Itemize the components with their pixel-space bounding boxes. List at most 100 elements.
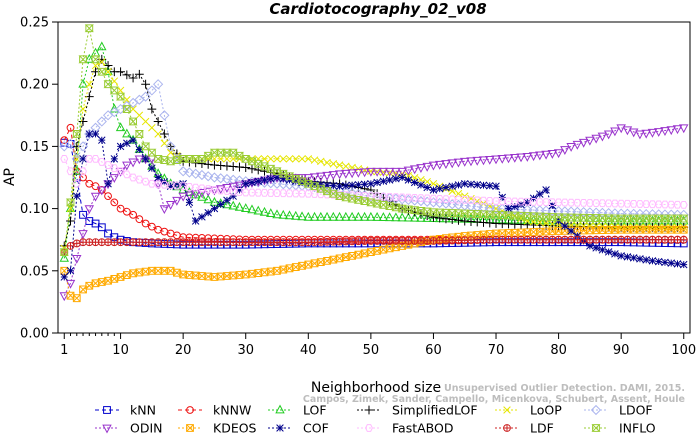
- data-point: [453, 199, 464, 210]
- data-point: [466, 157, 476, 167]
- data-point: [372, 167, 382, 177]
- data-point: [384, 212, 395, 222]
- data-point: [266, 208, 276, 217]
- data-point: [279, 265, 288, 274]
- data-point: [304, 260, 313, 269]
- data-point: [322, 171, 332, 181]
- data-point: [140, 91, 151, 102]
- data-point: [561, 222, 569, 230]
- data-point: [141, 155, 150, 163]
- legend-item-kNN: kNN: [95, 403, 156, 418]
- data-point: [190, 168, 201, 179]
- data-point: [566, 143, 576, 152]
- data-point: [647, 128, 658, 138]
- data-point: [160, 227, 169, 236]
- data-point: [541, 150, 551, 160]
- data-point: [454, 215, 463, 225]
- data-point: [329, 181, 338, 190]
- data-point: [329, 160, 338, 168]
- data-point: [66, 140, 75, 148]
- data-point: [165, 141, 176, 152]
- series-INFLO: [59, 24, 689, 257]
- data-point: [341, 169, 351, 179]
- chart-title: Cardiotocography_02_v08: [269, 0, 486, 18]
- data-point: [85, 130, 94, 138]
- data-point: [553, 149, 564, 159]
- data-point: [90, 192, 101, 202]
- data-point: [260, 155, 269, 163]
- data-point: [604, 248, 613, 256]
- data-point: [592, 244, 600, 252]
- data-point: [378, 212, 389, 221]
- data-point: [485, 155, 495, 165]
- data-point: [284, 210, 295, 220]
- data-point: [297, 211, 307, 221]
- data-point: [216, 200, 225, 209]
- data-point: [648, 257, 657, 265]
- data-point: [122, 128, 132, 138]
- data-point: [85, 281, 94, 290]
- data-point: [148, 164, 156, 172]
- data-point: [366, 248, 375, 257]
- data-point: [486, 181, 494, 190]
- data-point: [223, 196, 231, 205]
- data-point: [72, 179, 81, 188]
- data-point: [197, 189, 207, 198]
- data-point: [71, 153, 82, 164]
- legend-marker: [186, 406, 194, 414]
- data-point: [271, 178, 283, 189]
- data-point: [116, 167, 125, 176]
- data-point: [129, 136, 137, 144]
- data-point: [279, 174, 288, 183]
- data-point: [166, 266, 175, 275]
- data-point: [379, 245, 388, 254]
- data-point: [434, 160, 445, 170]
- data-point: [79, 173, 87, 182]
- legend-label: kNNW: [213, 403, 251, 418]
- data-point: [97, 67, 107, 76]
- data-point: [115, 122, 126, 132]
- data-point: [536, 190, 544, 198]
- data-point: [184, 167, 195, 178]
- data-point: [91, 130, 100, 138]
- data-point: [366, 211, 376, 221]
- x-tick-label: 50: [363, 343, 380, 358]
- data-point: [234, 175, 245, 186]
- data-point: [453, 158, 464, 168]
- data-point: [585, 136, 595, 146]
- data-point: [79, 155, 87, 163]
- data-point: [72, 130, 82, 138]
- data-point: [454, 189, 463, 198]
- data-point: [260, 176, 269, 184]
- data-point: [617, 223, 625, 232]
- data-point: [154, 130, 162, 138]
- data-point: [285, 264, 294, 273]
- legend-marker: [276, 424, 284, 432]
- data-point: [97, 186, 107, 196]
- data-point: [79, 105, 87, 113]
- data-point: [409, 165, 420, 175]
- data-point: [317, 180, 325, 189]
- legend-label: LDF: [530, 421, 554, 434]
- data-point: [679, 124, 689, 134]
- data-point: [303, 174, 314, 183]
- legend-marker: [503, 424, 511, 432]
- data-point: [335, 161, 344, 169]
- data-point: [66, 267, 75, 275]
- legend-label: LDOF: [619, 403, 653, 418]
- data-point: [661, 258, 669, 267]
- data-point: [91, 154, 100, 163]
- data-point: [65, 198, 76, 207]
- data-point: [179, 179, 187, 188]
- data-point: [354, 250, 363, 259]
- data-point: [467, 180, 475, 188]
- data-point: [673, 260, 682, 268]
- data-point: [434, 197, 445, 209]
- data-point: [104, 68, 112, 76]
- data-point: [110, 164, 119, 173]
- data-point: [610, 127, 620, 137]
- data-point: [72, 254, 82, 264]
- data-point: [240, 203, 251, 212]
- data-point: [292, 155, 300, 163]
- axes-layer: 1 10 20 30 40 50 60 70 80 90 100 0.00 0.05 0.10 0.15 0.…: [20, 16, 696, 359]
